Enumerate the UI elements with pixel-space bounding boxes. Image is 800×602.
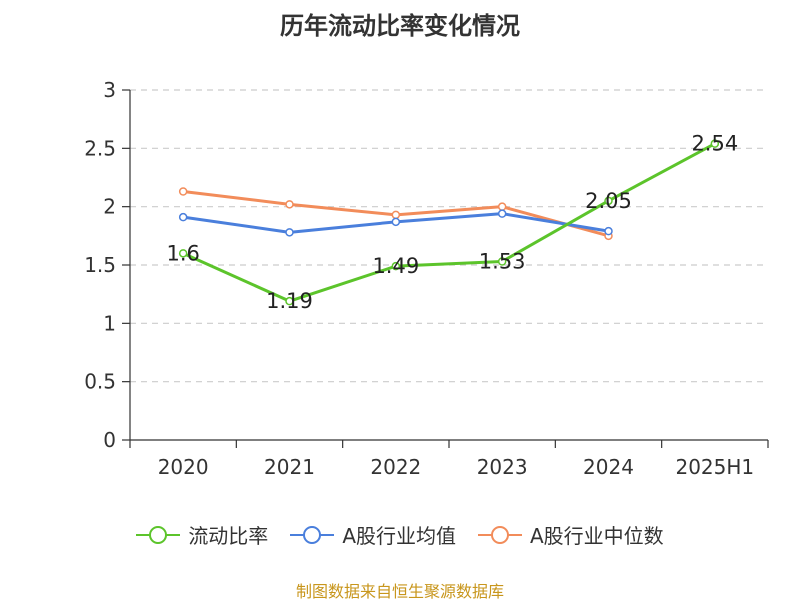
data-point bbox=[391, 210, 401, 220]
x-tick-label: 2020 bbox=[158, 455, 209, 479]
data-point bbox=[710, 139, 720, 148]
y-tick-label: 2 bbox=[103, 195, 116, 219]
data-point bbox=[178, 249, 188, 258]
data-label: 1.6 bbox=[166, 241, 199, 265]
data-point bbox=[285, 228, 294, 237]
legend: 流动比率 A股行业均值 A股行业中位数 bbox=[0, 520, 800, 549]
data-point bbox=[497, 257, 507, 266]
chart-title: 历年流动比率变化情况 bbox=[280, 12, 520, 40]
data-point bbox=[391, 261, 401, 271]
data-label: 1.53 bbox=[479, 250, 526, 274]
data-point bbox=[178, 212, 188, 222]
x-tick-label: 2021 bbox=[264, 455, 315, 479]
y-tick-label: 0.5 bbox=[84, 370, 116, 394]
data-label: 1.49 bbox=[372, 254, 419, 278]
y-tick-label: 2.5 bbox=[84, 136, 116, 160]
series-layer bbox=[178, 139, 720, 306]
data-label: 1.19 bbox=[266, 289, 313, 313]
data-labels: 1.6 1.19 1.49 1.53 2.05 2.54 bbox=[166, 132, 738, 313]
x-tick-label: 2024 bbox=[583, 455, 634, 479]
data-point bbox=[285, 200, 294, 209]
grid-lines bbox=[130, 89, 768, 383]
data-point bbox=[285, 296, 294, 306]
legend-swatch-icon bbox=[290, 525, 335, 544]
x-tick-label: 2025H1 bbox=[675, 455, 754, 479]
y-tick-label: 1.5 bbox=[84, 253, 116, 277]
legend-item: 流动比率 bbox=[136, 520, 268, 549]
legend-item: A股行业均值 bbox=[290, 520, 456, 549]
series-line bbox=[182, 142, 716, 303]
legend-swatch-icon bbox=[478, 525, 522, 544]
y-tick-label: 1 bbox=[103, 311, 116, 335]
y-tick-label: 0 bbox=[103, 428, 116, 452]
axes: 0 0.5 1 1.5 2 2.5 3 2020 2021 2022 2023 2024 2025H1 bbox=[84, 78, 769, 479]
data-label: 2.05 bbox=[585, 189, 632, 213]
legend-swatch-icon bbox=[136, 525, 181, 544]
y-tick-label: 3 bbox=[103, 78, 116, 102]
data-point bbox=[604, 226, 613, 236]
legend-label: A股行业均值 bbox=[342, 524, 456, 548]
data-label: 2.54 bbox=[691, 132, 738, 156]
data-point bbox=[391, 217, 401, 227]
legend-label: 流动比率 bbox=[188, 524, 269, 548]
source-note: 制图数据来自恒生聚源数据库 bbox=[295, 582, 504, 601]
data-point bbox=[497, 209, 507, 218]
legend-label: A股行业中位数 bbox=[530, 524, 664, 548]
legend-item: A股行业中位数 bbox=[478, 520, 664, 549]
data-point bbox=[178, 187, 188, 196]
x-tick-label: 2023 bbox=[477, 455, 528, 479]
data-point bbox=[497, 202, 507, 211]
x-tick-label: 2022 bbox=[370, 455, 421, 479]
data-point bbox=[604, 196, 613, 206]
